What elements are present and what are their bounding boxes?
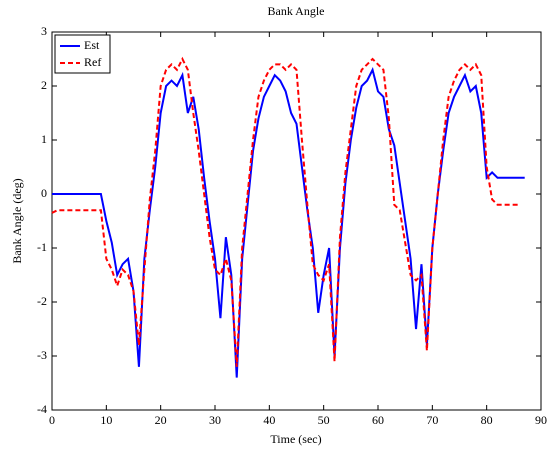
- x-axis-label: Time (sec): [270, 432, 321, 446]
- y-tick-label: -3: [37, 348, 47, 362]
- x-tick-label: 30: [209, 413, 221, 427]
- data-line: [52, 66, 525, 378]
- x-tick-label: 40: [263, 413, 275, 427]
- x-tick-label: 0: [49, 413, 55, 427]
- y-tick-label: -1: [37, 240, 47, 254]
- y-tick-label: 0: [41, 186, 47, 200]
- x-tick-label: 20: [155, 413, 167, 427]
- legend-label: Est: [84, 38, 100, 52]
- y-axis-label: Bank Angle (deg): [10, 178, 24, 263]
- y-tick-label: 1: [41, 132, 47, 146]
- chart-title: Bank Angle: [268, 4, 325, 18]
- legend-box: [54, 34, 111, 74]
- plot-area: [51, 31, 542, 411]
- y-tick-label: -4: [37, 402, 47, 416]
- y-tick-label: 2: [41, 78, 47, 92]
- x-tick-label: 90: [535, 413, 547, 427]
- x-tick-label: 60: [372, 413, 384, 427]
- x-tick-label: 50: [318, 413, 330, 427]
- y-tick-label: 3: [41, 24, 47, 38]
- y-tick-label: -2: [37, 294, 47, 308]
- data-line: [51, 56, 520, 367]
- x-tick-label: 80: [481, 413, 493, 427]
- legend-label: Ref: [84, 55, 101, 69]
- x-tick-label: 10: [100, 413, 112, 427]
- x-tick-label: 70: [426, 413, 438, 427]
